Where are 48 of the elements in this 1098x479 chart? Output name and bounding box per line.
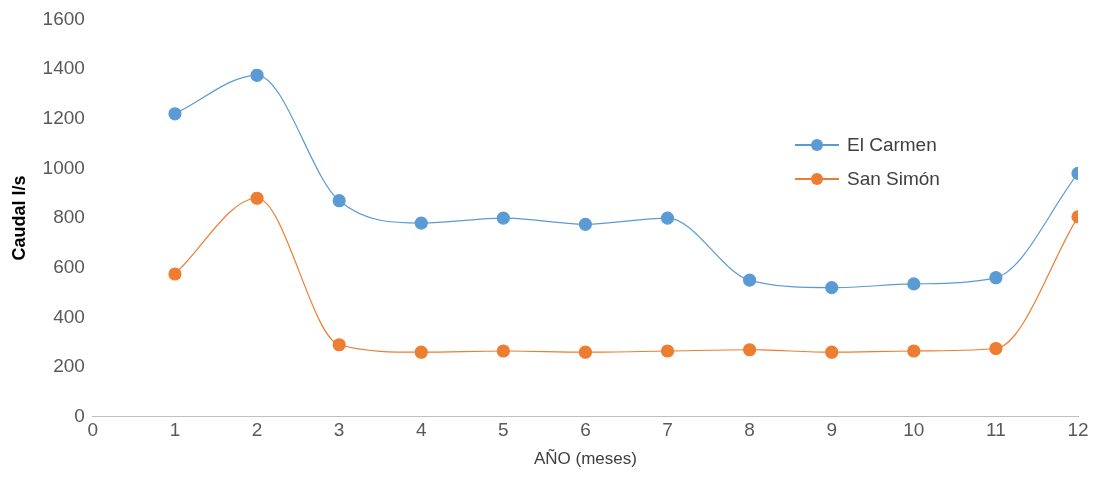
x-tick-label: 2 — [251, 419, 263, 441]
point — [414, 216, 428, 230]
y-axis-title: Caudal l/s — [8, 175, 29, 261]
x-axis-title: AÑO (meses) — [533, 449, 637, 469]
x-tick-label: 11 — [986, 419, 1006, 441]
x-tick-label: 8 — [744, 419, 755, 441]
legend-label: San Simón — [847, 168, 940, 190]
y-tick-label: 1600 — [42, 7, 85, 29]
legend-label: El Carmen — [847, 134, 937, 156]
x-tick-label: 12 — [1067, 419, 1089, 441]
x-tick-label: 10 — [903, 419, 925, 441]
x-tick-label: 1 — [169, 419, 181, 441]
y-tick-label: 800 — [53, 206, 85, 228]
x-tick-label: 0 — [87, 419, 99, 441]
x-tick-label: 6 — [580, 419, 591, 441]
point — [332, 338, 346, 352]
y-tick-label: 1200 — [42, 106, 85, 128]
point — [825, 281, 839, 295]
x-tick-label: 5 — [498, 419, 509, 441]
point — [660, 211, 675, 225]
x-tick-label: 4 — [415, 419, 427, 441]
x-tick-label: 7 — [662, 419, 673, 441]
point — [907, 277, 921, 291]
x-tick-label: 3 — [333, 419, 345, 441]
y-tick-label: 1000 — [42, 156, 85, 178]
y-tick-label: 1400 — [42, 57, 85, 79]
point — [989, 271, 1003, 285]
point — [496, 211, 510, 225]
point — [496, 344, 510, 358]
point — [825, 345, 839, 359]
x-tick-label: 9 — [826, 419, 838, 441]
y-tick-label: 400 — [53, 305, 85, 327]
y-tick-label: 0 — [74, 405, 85, 427]
point — [743, 273, 757, 287]
point — [332, 194, 346, 208]
point — [578, 345, 593, 359]
point — [414, 345, 428, 359]
y-tick-label: 200 — [53, 355, 85, 377]
point — [250, 191, 264, 205]
point — [250, 68, 264, 82]
point — [168, 267, 182, 281]
point — [989, 341, 1003, 356]
point — [907, 344, 921, 358]
point — [743, 343, 757, 357]
point — [168, 107, 182, 121]
point — [660, 344, 675, 358]
y-tick-label: 600 — [53, 256, 85, 278]
point — [578, 217, 593, 231]
